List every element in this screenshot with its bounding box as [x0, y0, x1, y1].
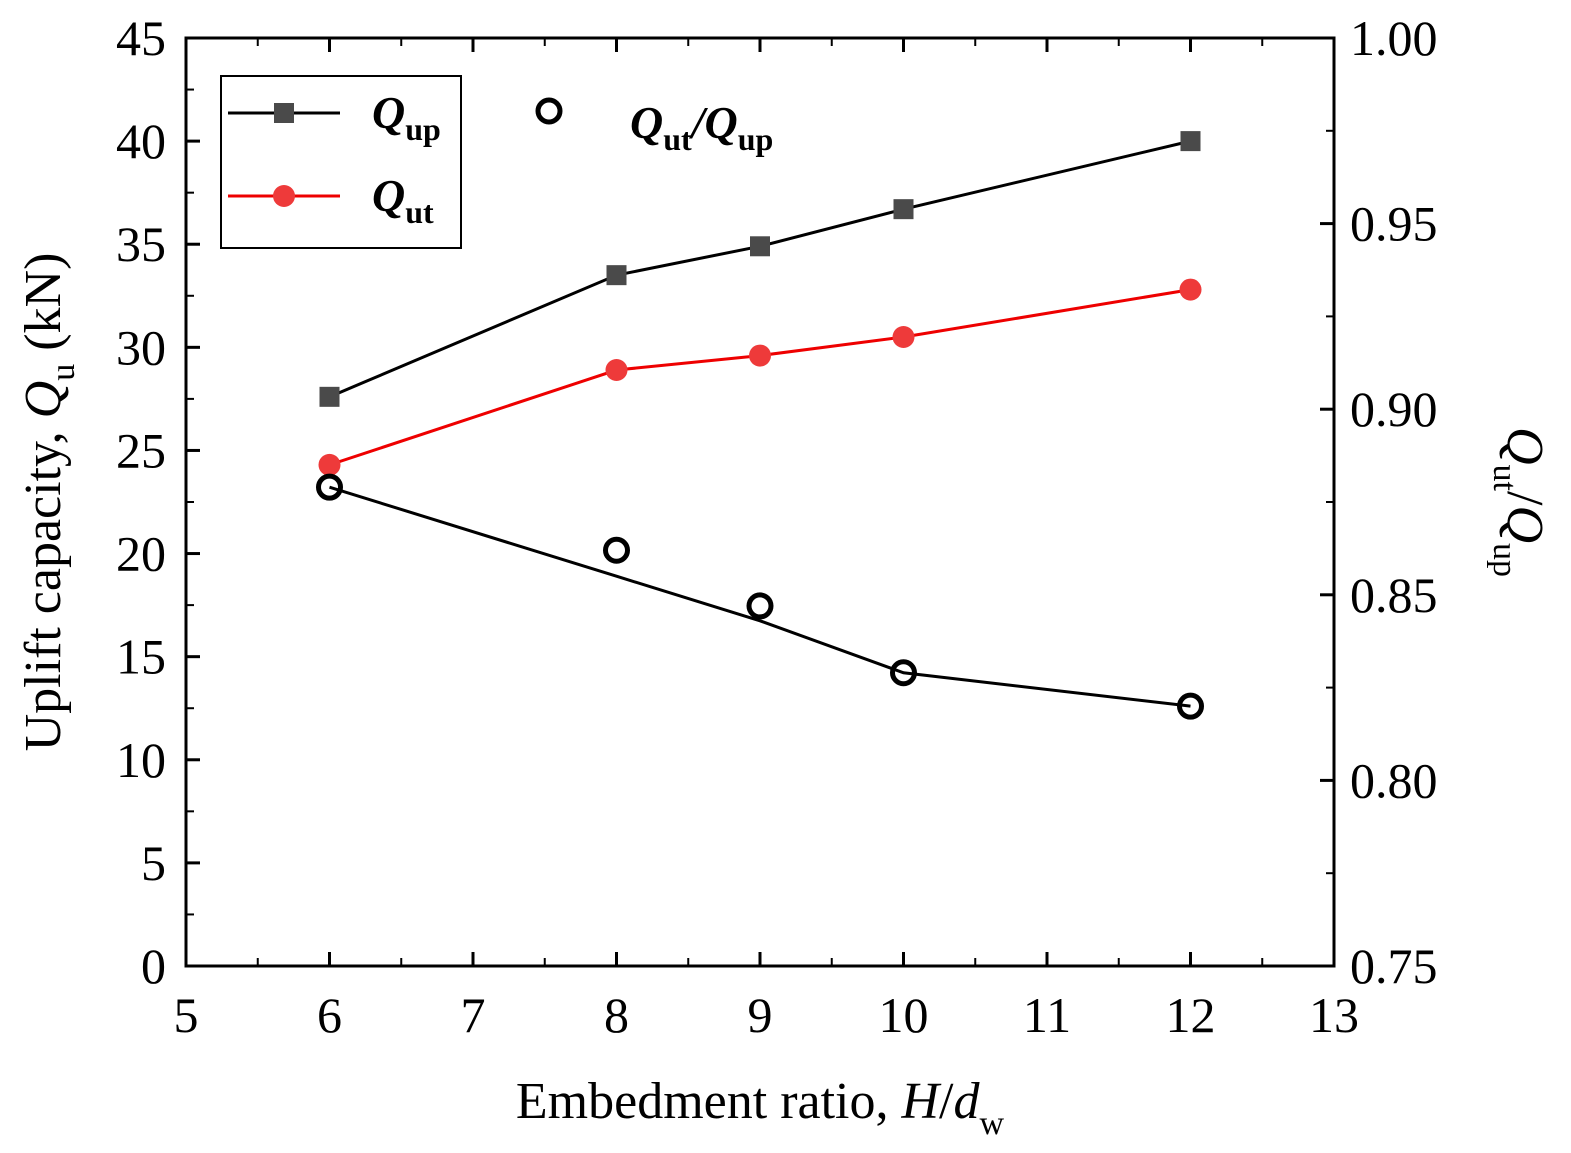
x-tick-label: 11 [1023, 987, 1071, 1043]
ratio-point [746, 592, 774, 620]
y-axis-ticks: 0 5 10 15 20 25 30 35 40 45 [116, 10, 200, 994]
ratio-point [603, 536, 630, 564]
x-tick-label: 6 [317, 987, 342, 1043]
qut-point [318, 453, 341, 476]
y2-tick-label: 0.80 [1350, 752, 1438, 808]
x-tick-label: 10 [879, 987, 929, 1043]
qup-point [1180, 131, 1201, 152]
y2-tick-label: 0.75 [1350, 938, 1438, 994]
qup-point [750, 236, 770, 257]
legend-box [220, 75, 462, 249]
y2-tick-label: 0.90 [1350, 381, 1438, 437]
y2-tick-label: 1.00 [1350, 10, 1438, 66]
y2-tick-label: 0.85 [1350, 567, 1438, 623]
y2-axis-title: Qut/Qup [1486, 427, 1553, 577]
x-tick-label: 12 [1166, 987, 1216, 1043]
ratio-trend-line [329, 485, 1191, 708]
y2-tick-label: 0.95 [1350, 196, 1438, 252]
legend-qut-label: Qut [372, 170, 434, 230]
x-tick-label: 13 [1309, 987, 1359, 1043]
qut-point [892, 326, 915, 349]
y-tick-label: 15 [116, 629, 166, 685]
legend-qup-marker [274, 103, 294, 123]
ratio-point [316, 473, 343, 501]
qut-line [329, 288, 1191, 467]
qut-point [605, 359, 628, 382]
y-tick-label: 40 [116, 113, 166, 169]
qup-point [319, 386, 340, 407]
y2-axis-ticks: 0.75 0.80 0.85 0.90 0.95 1.00 [1320, 10, 1438, 994]
qup-point [606, 265, 627, 286]
series-markers [316, 131, 1204, 720]
y-tick-label: 20 [116, 526, 166, 582]
x-axis-title: Embedment ratio, H/dw [516, 1073, 1005, 1142]
y-tick-label: 5 [141, 835, 166, 891]
y-tick-label: 0 [141, 938, 166, 994]
legend: Qup Qut [220, 75, 462, 249]
x-tick-label: 9 [748, 987, 773, 1043]
qut-point [749, 344, 771, 367]
x-tick-label: 8 [604, 987, 629, 1043]
x-tick-label: 5 [174, 987, 199, 1043]
y-tick-label: 35 [116, 216, 166, 272]
qut-point [1179, 278, 1202, 301]
legend-ratio: Qut/Qup [535, 97, 773, 157]
qup-point [893, 199, 914, 220]
ratio-point [890, 659, 917, 687]
y-axis-title: Uplift capacity, Qu (kN) [15, 253, 82, 752]
legend-ratio-label: Qut/Qup [630, 97, 773, 157]
y-tick-label: 25 [116, 422, 166, 478]
y-tick-label: 30 [116, 319, 166, 375]
x-tick-label: 7 [461, 987, 486, 1043]
legend-qut-marker [273, 185, 295, 207]
x-axis-ticks: 5 6 7 8 9 10 11 12 13 [174, 38, 1359, 1043]
legend-ratio-marker [535, 97, 563, 125]
ratio-point [1177, 692, 1204, 720]
y-tick-label: 45 [116, 10, 166, 66]
legend-qup-label: Qup [372, 87, 441, 147]
y-tick-label: 10 [116, 732, 166, 788]
